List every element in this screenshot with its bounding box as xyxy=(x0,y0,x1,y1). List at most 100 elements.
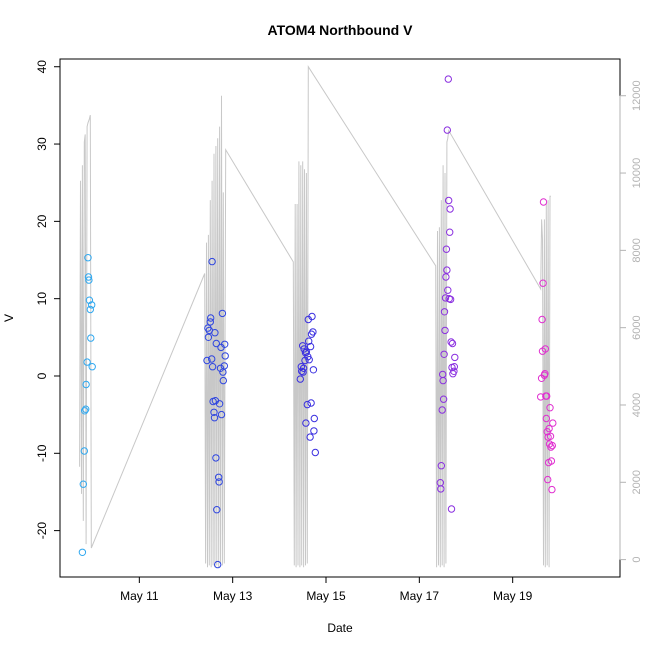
scatter-point xyxy=(308,312,316,321)
x-tick-label: May 17 xyxy=(400,589,440,603)
scatter-point xyxy=(210,414,219,422)
scatter-point xyxy=(451,353,459,362)
scatter-point xyxy=(307,399,315,407)
plot-frame xyxy=(59,58,621,578)
scatter-point xyxy=(78,548,87,556)
scatter-point xyxy=(303,400,311,409)
scatter-point xyxy=(439,376,447,385)
scatter-point xyxy=(82,380,90,389)
y-tick-label: 10 xyxy=(35,292,49,306)
scatter-point xyxy=(81,407,89,415)
scatter-point xyxy=(447,338,455,346)
scatter-point xyxy=(309,328,317,336)
scatter-point xyxy=(447,505,456,513)
y-tick-label: -20 xyxy=(35,522,49,540)
y-right-tick-label: 2000 xyxy=(631,470,643,494)
y-right-tick-label: 8000 xyxy=(631,238,643,262)
scatter-point xyxy=(311,448,319,457)
scatter-point xyxy=(446,228,454,236)
scatter-point xyxy=(216,364,225,372)
y-right-tick-label: 0 xyxy=(631,557,643,563)
y-right-tick-label: 12000 xyxy=(631,80,643,111)
scatter-point xyxy=(301,349,310,357)
scatter-point xyxy=(85,296,94,304)
scatter-point xyxy=(302,348,311,356)
scatter-point xyxy=(88,363,96,371)
y-axis: -20 -10 0 10 20 30 40 xyxy=(35,60,61,540)
scatter-point xyxy=(296,375,304,383)
scatter-point xyxy=(440,350,448,358)
scatter-point xyxy=(443,266,451,274)
scatter-point xyxy=(450,367,458,375)
scatter-point xyxy=(305,356,313,364)
scatter-point xyxy=(310,414,318,423)
y-right-tick-label: 6000 xyxy=(631,315,643,339)
scatter-point xyxy=(297,363,305,371)
y-tick-label: 20 xyxy=(35,214,49,228)
secondary-line-layer xyxy=(79,64,551,568)
scatter-point xyxy=(208,257,216,266)
scatter-point xyxy=(444,75,452,83)
scatter-point xyxy=(215,473,223,481)
x-tick-label: May 15 xyxy=(306,589,346,603)
scatter-point xyxy=(448,339,457,348)
scatter-point xyxy=(309,366,318,374)
scatter-point xyxy=(440,308,449,316)
scatter-layer xyxy=(78,75,557,569)
scatter-point xyxy=(306,433,314,441)
scatter-point xyxy=(544,475,552,484)
scatter-point xyxy=(547,443,555,451)
scatter-point xyxy=(547,457,556,465)
scatter-point xyxy=(87,334,95,342)
y-tick-label: 30 xyxy=(35,137,49,151)
scatter-point xyxy=(546,404,554,412)
scatter-point xyxy=(545,424,553,433)
scatter-point xyxy=(442,245,451,253)
y-axis-right: 0 2000 4000 6000 8000 10000 12000 xyxy=(619,80,643,563)
scatter-point xyxy=(218,309,227,318)
scatter-point xyxy=(539,198,548,206)
scatter-point xyxy=(549,419,557,427)
x-axis: May 11 May 13 May 15 May 17 May 19 xyxy=(120,576,533,603)
scatter-point xyxy=(220,362,229,370)
scatter-point xyxy=(310,427,318,435)
scatter-point xyxy=(83,358,91,366)
scatter-point xyxy=(86,305,95,314)
scatter-point xyxy=(445,196,453,205)
scatter-point xyxy=(446,295,455,304)
scatter-point xyxy=(441,294,450,302)
scatter-point xyxy=(439,395,448,403)
scatter-point xyxy=(543,392,551,400)
scatter-point xyxy=(215,478,223,486)
scatter-point xyxy=(542,414,550,423)
scatter-point xyxy=(85,276,93,284)
x-axis-label: Date xyxy=(327,621,353,635)
scatter-point xyxy=(221,352,229,360)
scatter-point xyxy=(450,363,458,371)
scatter-point xyxy=(213,506,221,514)
scatter-point xyxy=(208,363,217,371)
scatter-point xyxy=(217,410,226,419)
y-right-tick-label: 10000 xyxy=(631,158,643,189)
scatter-point xyxy=(437,462,445,470)
y-right-tick-label: 4000 xyxy=(631,393,643,417)
scatter-point xyxy=(79,480,88,488)
scatter-point xyxy=(302,419,310,427)
scatter-point xyxy=(548,485,556,494)
scatter-point xyxy=(219,376,228,385)
scatter-point xyxy=(546,432,555,440)
scatter-point xyxy=(444,286,452,294)
y-tick-label: 0 xyxy=(35,372,49,379)
y-axis-label: V xyxy=(2,314,16,322)
scatter-point xyxy=(299,368,307,376)
scatter-point xyxy=(548,441,556,450)
scatter-point xyxy=(306,342,315,351)
scatter-point xyxy=(207,314,215,322)
scatter-point xyxy=(215,400,224,408)
scatter-point xyxy=(438,406,446,414)
scatter-point xyxy=(446,205,454,213)
scatter-point xyxy=(203,356,211,365)
scatter-point xyxy=(84,254,92,262)
scatter-point xyxy=(212,454,220,462)
